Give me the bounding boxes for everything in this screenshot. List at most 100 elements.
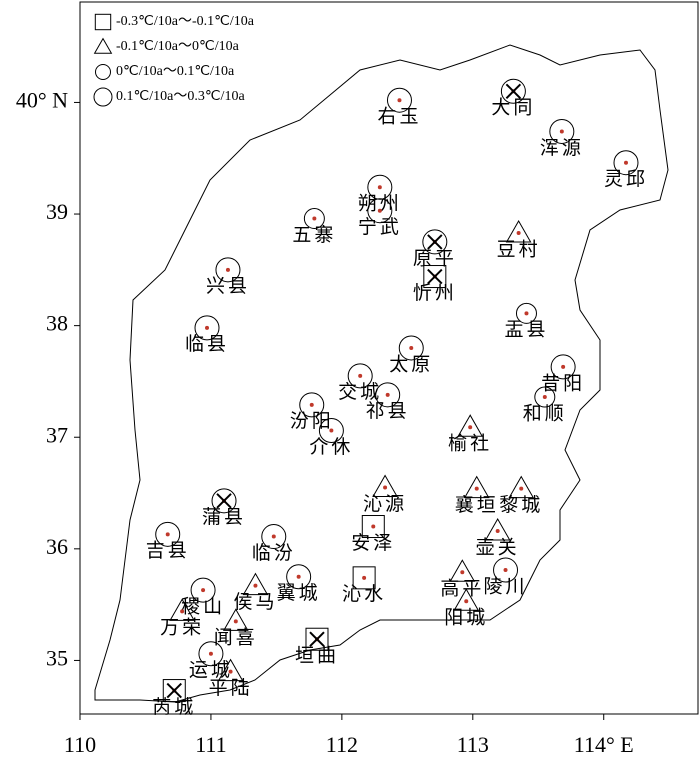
station-label: 大同 [491, 97, 535, 119]
legend-label: 0℃/10a～0.1℃/10a [116, 64, 235, 79]
station-dot [309, 402, 314, 407]
marker-triangle [484, 517, 511, 541]
marker-circle [215, 257, 241, 283]
station-label: 灵邱 [604, 168, 648, 190]
station-label: 侯马 [233, 591, 277, 613]
y-tick-label: 37 [46, 422, 68, 447]
station-dot [180, 609, 185, 614]
station-label: 榆社 [448, 433, 492, 455]
y-tick-label: 39 [46, 199, 68, 224]
marker-circle [500, 78, 526, 104]
station-dot [205, 325, 210, 330]
marker-triangle [372, 474, 398, 497]
marker-circle [95, 64, 111, 80]
marker-circle [515, 302, 537, 324]
station-dot [524, 311, 529, 316]
marker-circle [93, 87, 113, 107]
station-dot [623, 160, 628, 165]
station-label: 蒲县 [202, 506, 246, 528]
station-dot [542, 395, 547, 400]
station-label: 忻州 [413, 282, 457, 304]
station-dot [559, 129, 564, 134]
marker-triangle [217, 658, 244, 682]
marker-circle [286, 564, 312, 590]
marker-triangle [93, 37, 113, 54]
station-label: 吉县 [146, 540, 190, 562]
station-dot [409, 345, 414, 350]
marker-circle [347, 363, 373, 389]
marker-triangle [449, 559, 476, 582]
station-dot [233, 619, 238, 624]
marker-circle [155, 521, 181, 547]
station-label: 运城 [189, 659, 233, 681]
marker-circle [367, 174, 393, 200]
station-label: 太原 [389, 353, 433, 375]
station-label: 临汾 [252, 542, 296, 564]
station-dot [201, 588, 206, 593]
marker-triangle [453, 588, 480, 611]
marker-circle [211, 488, 237, 514]
station-label: 五寨 [292, 224, 336, 246]
station-label: 原平 [413, 248, 457, 269]
station-label: 介休 [309, 436, 353, 458]
station-label: 和顺 [523, 402, 567, 424]
station-dot [225, 267, 230, 272]
station-dot [271, 534, 276, 539]
station-dot [358, 373, 363, 378]
marker-square [305, 627, 329, 651]
marker-square [162, 679, 186, 703]
marker-circle [613, 150, 639, 176]
station-label: 翼城 [277, 582, 321, 604]
station-label: 沁源 [363, 493, 407, 515]
marker-circle [194, 315, 220, 341]
y-tick-label: 38 [46, 311, 68, 336]
station-dot [362, 575, 367, 580]
station-dot [495, 528, 500, 533]
marker-square [94, 13, 112, 31]
legend-label: 0.1℃/10a～0.3℃/10a [116, 89, 245, 104]
y-tick-label: 35 [46, 645, 68, 670]
station-label: 盂县 [504, 320, 548, 341]
marker-circle [198, 641, 224, 667]
significance-cross [309, 631, 325, 647]
station-dot [516, 231, 521, 236]
station-dot [561, 364, 566, 369]
station-dot [228, 669, 233, 674]
station-dot [377, 185, 382, 190]
marker-triangle [505, 220, 532, 243]
station-dot [253, 583, 258, 588]
marker-triangle [222, 608, 249, 631]
province-outline [94, 44, 669, 703]
station-dot [503, 568, 508, 573]
station-label: 襄垣 [455, 494, 499, 516]
station-label: 稷山 [181, 595, 225, 617]
station-label: 汾阳 [290, 410, 334, 432]
marker-triangle [457, 414, 484, 437]
station-dot [519, 486, 524, 491]
station-dot [377, 208, 382, 213]
marker-square [361, 515, 385, 539]
marker-circle [398, 335, 424, 361]
marker-circle [386, 87, 412, 113]
station-label: 黎城 [499, 494, 543, 516]
station-label: 交城 [338, 381, 382, 403]
station-label: 右玉 [377, 106, 421, 128]
marker-circle [549, 118, 575, 144]
x-tick-label: 111 [195, 732, 226, 757]
station-dot [464, 599, 469, 604]
station-label: 万荣 [160, 617, 204, 639]
marker-circle [261, 524, 287, 550]
marker-triangle [169, 598, 195, 621]
x-tick-label: 110 [64, 732, 96, 757]
station-label: 高平 [440, 578, 484, 600]
marker-circle [299, 392, 325, 418]
station-dot [329, 428, 334, 433]
station-label: 陵川 [484, 575, 528, 597]
significance-cross [427, 234, 443, 250]
significance-cross [166, 682, 182, 699]
station-label: 壶关 [476, 536, 520, 558]
station-label: 浑源 [540, 137, 584, 159]
legend-label: -0.3℃/10a～-0.1℃/10a [116, 14, 255, 29]
significance-cross [216, 493, 232, 509]
